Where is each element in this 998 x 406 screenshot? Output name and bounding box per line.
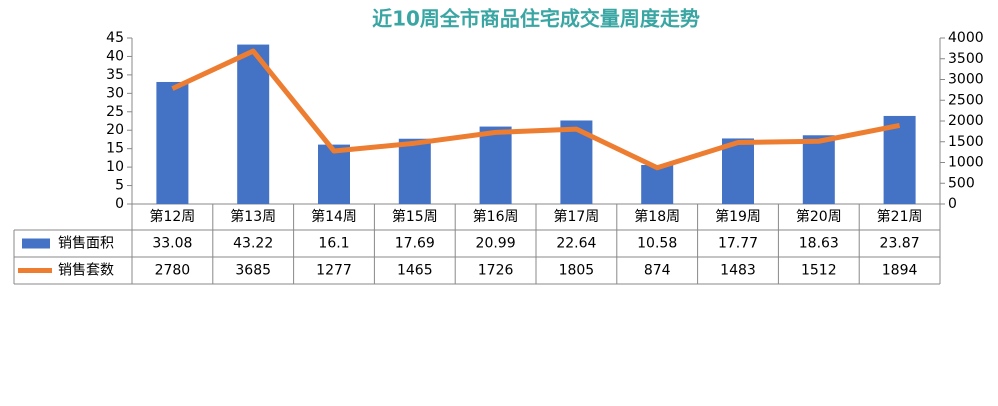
y2-tick-label: 500: [948, 175, 975, 191]
table-cell: 1894: [882, 263, 918, 279]
bar: [641, 164, 674, 204]
legend-label: 销售套数: [58, 263, 114, 279]
table-cell: 1483: [720, 263, 756, 279]
table-cell: 10.58: [637, 236, 677, 252]
table-cell: 1277: [316, 263, 352, 279]
x-tick-label: 第15周: [392, 208, 438, 225]
x-tick-label: 第18周: [634, 208, 680, 225]
table-cell: 1726: [478, 263, 514, 279]
x-tick-label: 第12周: [149, 208, 195, 225]
table-cell: 1512: [801, 263, 837, 279]
table-cell: 43.22: [233, 236, 273, 252]
y-tick-label: 10: [106, 159, 124, 175]
x-tick-label: 第16周: [473, 208, 519, 225]
y2-tick-label: 2500: [948, 92, 984, 108]
table-cell: 16.1: [318, 236, 349, 252]
table-cell: 20.99: [476, 236, 516, 252]
y2-tick-label: 4000: [948, 30, 984, 46]
y-tick-label: 0: [115, 196, 124, 212]
bar: [237, 44, 270, 204]
y-tick-label: 35: [106, 67, 124, 83]
table-cell: 18.63: [799, 236, 839, 252]
bar: [802, 135, 835, 204]
x-tick-label: 第13周: [230, 208, 276, 225]
y-tick-label: 40: [106, 48, 124, 64]
y-tick-label: 25: [106, 104, 124, 120]
table-cell: 874: [644, 263, 671, 279]
x-tick-label: 第21周: [877, 208, 923, 225]
bar: [318, 144, 350, 204]
table-cell: 23.87: [880, 236, 920, 252]
y-tick-label: 45: [106, 30, 124, 46]
table-cell: 1805: [559, 263, 595, 279]
table-cell: 2780: [155, 263, 191, 279]
y-tick-label: 5: [115, 178, 124, 194]
bar: [479, 126, 512, 204]
bar: [156, 81, 189, 204]
y2-tick-label: 1000: [948, 155, 984, 171]
x-tick-label: 第20周: [796, 208, 842, 225]
chart-title: 近10周全市商品住宅成交量周度走势: [372, 7, 700, 31]
y2-tick-label: 2000: [948, 113, 984, 129]
y2-tick-label: 1500: [948, 134, 984, 150]
y-tick-label: 15: [106, 141, 124, 157]
table-cell: 17.69: [395, 236, 435, 252]
table-cell: 1465: [397, 263, 433, 279]
table-cell: 3685: [235, 263, 271, 279]
legend-label: 销售面积: [58, 236, 114, 252]
x-tick-label: 第14周: [311, 208, 357, 225]
bar: [722, 138, 754, 204]
table-cell: 22.64: [556, 236, 596, 252]
y2-tick-label: 0: [948, 196, 957, 212]
x-tick-label: 第17周: [553, 208, 599, 225]
table-cell: 17.77: [718, 236, 758, 252]
y2-tick-label: 3500: [948, 51, 984, 67]
line: [171, 48, 901, 171]
legend-swatch: [22, 238, 50, 249]
y-tick-label: 20: [106, 122, 124, 138]
bar: [398, 138, 431, 204]
table-cell: 33.08: [152, 236, 192, 252]
y2-tick-label: 3000: [948, 72, 984, 88]
bar: [883, 115, 916, 204]
y-tick-label: 30: [106, 85, 124, 101]
x-tick-label: 第19周: [715, 208, 761, 225]
